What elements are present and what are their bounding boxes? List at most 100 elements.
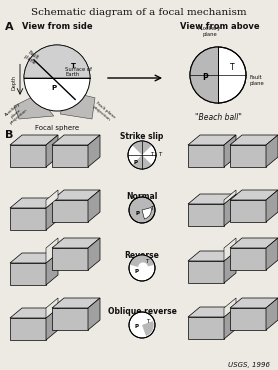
Polygon shape xyxy=(10,145,46,167)
Polygon shape xyxy=(230,238,278,248)
Polygon shape xyxy=(46,198,58,230)
Polygon shape xyxy=(188,317,224,339)
Polygon shape xyxy=(52,298,100,308)
Text: Fault plane
projection: Fault plane projection xyxy=(92,101,116,123)
Circle shape xyxy=(128,141,156,169)
Polygon shape xyxy=(46,308,58,340)
Wedge shape xyxy=(132,141,152,155)
Polygon shape xyxy=(46,298,58,318)
Polygon shape xyxy=(188,261,224,283)
Wedge shape xyxy=(142,208,151,219)
Polygon shape xyxy=(188,135,236,145)
Polygon shape xyxy=(224,194,236,226)
Circle shape xyxy=(24,45,90,111)
Wedge shape xyxy=(24,45,90,78)
Text: Oblique reverse: Oblique reverse xyxy=(108,307,177,316)
Polygon shape xyxy=(266,238,278,270)
Polygon shape xyxy=(224,251,236,283)
Polygon shape xyxy=(224,307,236,339)
Polygon shape xyxy=(10,263,46,285)
Polygon shape xyxy=(188,307,236,317)
Polygon shape xyxy=(224,298,236,317)
Polygon shape xyxy=(188,194,236,204)
Circle shape xyxy=(129,312,155,338)
Text: Depth: Depth xyxy=(11,75,16,91)
Polygon shape xyxy=(230,298,278,308)
Circle shape xyxy=(129,197,155,223)
Polygon shape xyxy=(52,200,88,222)
Polygon shape xyxy=(10,198,58,208)
Text: Normal: Normal xyxy=(126,192,158,201)
Text: T: T xyxy=(71,63,76,70)
Polygon shape xyxy=(10,208,46,230)
Polygon shape xyxy=(266,298,278,330)
Polygon shape xyxy=(230,248,266,270)
Polygon shape xyxy=(10,135,58,145)
Polygon shape xyxy=(52,190,100,200)
Wedge shape xyxy=(190,47,218,103)
Polygon shape xyxy=(88,190,100,222)
Polygon shape xyxy=(88,238,100,270)
Polygon shape xyxy=(46,253,58,285)
Polygon shape xyxy=(10,318,46,340)
Text: T: T xyxy=(146,319,149,324)
Text: Auxiliary
plane: Auxiliary plane xyxy=(198,26,221,37)
Text: T: T xyxy=(158,152,161,158)
Text: T: T xyxy=(150,152,153,157)
Text: B: B xyxy=(5,130,13,140)
Text: Focal sphere: Focal sphere xyxy=(35,125,79,131)
Polygon shape xyxy=(52,135,100,145)
Text: USGS, 1996: USGS, 1996 xyxy=(228,362,270,368)
Polygon shape xyxy=(188,251,236,261)
Text: P: P xyxy=(203,73,208,82)
Wedge shape xyxy=(130,255,155,268)
Text: View from above: View from above xyxy=(180,22,260,31)
Text: P: P xyxy=(135,324,138,329)
Text: P: P xyxy=(51,85,56,91)
Polygon shape xyxy=(46,135,58,167)
Wedge shape xyxy=(142,321,154,336)
Circle shape xyxy=(129,255,155,281)
Polygon shape xyxy=(10,253,58,263)
Text: T: T xyxy=(150,206,153,211)
Text: Surface of
Earth: Surface of Earth xyxy=(65,67,92,77)
Polygon shape xyxy=(52,145,88,167)
Polygon shape xyxy=(10,308,58,318)
Polygon shape xyxy=(230,308,266,330)
Circle shape xyxy=(190,47,246,103)
Polygon shape xyxy=(224,238,236,261)
Polygon shape xyxy=(266,135,278,167)
Text: P: P xyxy=(134,159,138,165)
Text: Auxiliary
plane
projection: Auxiliary plane projection xyxy=(3,101,29,125)
Text: P: P xyxy=(134,269,138,275)
Polygon shape xyxy=(46,190,58,208)
Polygon shape xyxy=(88,298,100,330)
Text: A: A xyxy=(5,22,14,32)
Polygon shape xyxy=(230,190,278,200)
Polygon shape xyxy=(224,135,236,167)
Text: T: T xyxy=(230,64,234,73)
Text: View from side: View from side xyxy=(22,22,92,31)
Text: P: P xyxy=(135,211,139,216)
Text: Schematic diagram of a focal mechanism: Schematic diagram of a focal mechanism xyxy=(31,8,247,17)
Text: "Beach ball": "Beach ball" xyxy=(195,113,241,122)
Polygon shape xyxy=(224,190,236,204)
Text: Fault
plane: Fault plane xyxy=(249,75,264,86)
Text: Reverse: Reverse xyxy=(125,251,160,260)
Polygon shape xyxy=(188,145,224,167)
Circle shape xyxy=(138,262,148,272)
Wedge shape xyxy=(132,155,152,169)
Text: Fault
plane: Fault plane xyxy=(23,49,40,66)
Polygon shape xyxy=(52,238,100,248)
Polygon shape xyxy=(52,308,88,330)
Text: T: T xyxy=(145,259,148,264)
Polygon shape xyxy=(46,238,58,263)
Polygon shape xyxy=(88,135,100,167)
Polygon shape xyxy=(266,190,278,222)
Text: Strike slip: Strike slip xyxy=(120,132,164,141)
Polygon shape xyxy=(188,204,224,226)
Polygon shape xyxy=(230,135,278,145)
Polygon shape xyxy=(230,200,266,222)
Polygon shape xyxy=(52,248,88,270)
Polygon shape xyxy=(60,91,95,119)
